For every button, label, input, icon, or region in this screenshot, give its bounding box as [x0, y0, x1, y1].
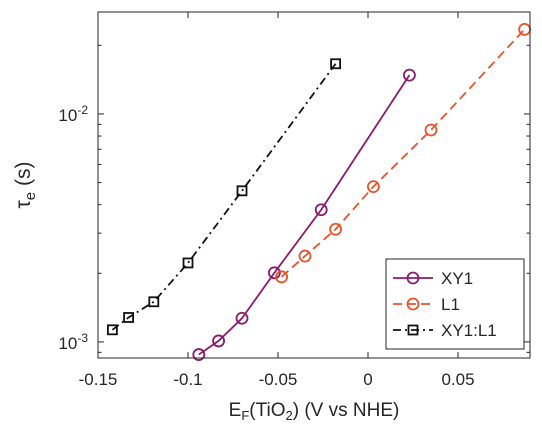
data-point: [123, 312, 134, 323]
series-0: [192, 68, 416, 361]
data-point: [298, 249, 312, 263]
legend-label: XY1:L1: [441, 321, 497, 340]
legend-label: XY1: [441, 269, 473, 288]
x-tick-label: 0.05: [441, 370, 474, 389]
series-layer: [107, 22, 531, 361]
y-tick-label: 10-2: [58, 103, 88, 125]
legend-items: XY1 L1 XY1:L1: [393, 269, 497, 340]
data-point: [182, 257, 194, 269]
data-point: [275, 270, 289, 284]
series-line: [111, 63, 337, 331]
data-point: [212, 334, 226, 348]
data-point: [236, 185, 248, 197]
ticks-layer: -0.15 -0.1 -0.05 0 0.05 10-3 10-2: [58, 12, 530, 389]
x-tick-label: -0.05: [259, 370, 298, 389]
x-tick-label: 0: [363, 370, 372, 389]
data-point: [402, 68, 416, 82]
data-point: [314, 203, 328, 217]
series-1: [275, 22, 531, 284]
data-point: [518, 22, 531, 36]
x-tick-label: -0.1: [173, 370, 202, 389]
y-tick-label: 10-3: [58, 331, 88, 353]
legend-marker: [406, 271, 420, 285]
series-line: [281, 28, 526, 278]
data-point: [366, 180, 380, 194]
legend: XY1 L1 XY1:L1: [385, 258, 525, 350]
series-2: [107, 58, 342, 336]
series-line: [198, 74, 411, 356]
data-point: [148, 296, 160, 308]
y-axis-label: τe (s): [12, 162, 39, 209]
data-point: [192, 348, 206, 361]
legend-marker: [407, 324, 419, 336]
data-point: [329, 222, 343, 236]
plot-frame: [97, 11, 531, 359]
x-tick-label: -0.15: [79, 370, 118, 389]
data-point: [107, 324, 118, 336]
legend-label: L1: [441, 295, 460, 314]
legend-marker: [406, 297, 420, 311]
data-point: [235, 311, 249, 325]
x-axis-label: EF(TiO2) (V vs NHE): [229, 400, 400, 423]
data-point: [267, 266, 281, 280]
data-point: [424, 123, 438, 137]
data-point: [330, 58, 342, 70]
